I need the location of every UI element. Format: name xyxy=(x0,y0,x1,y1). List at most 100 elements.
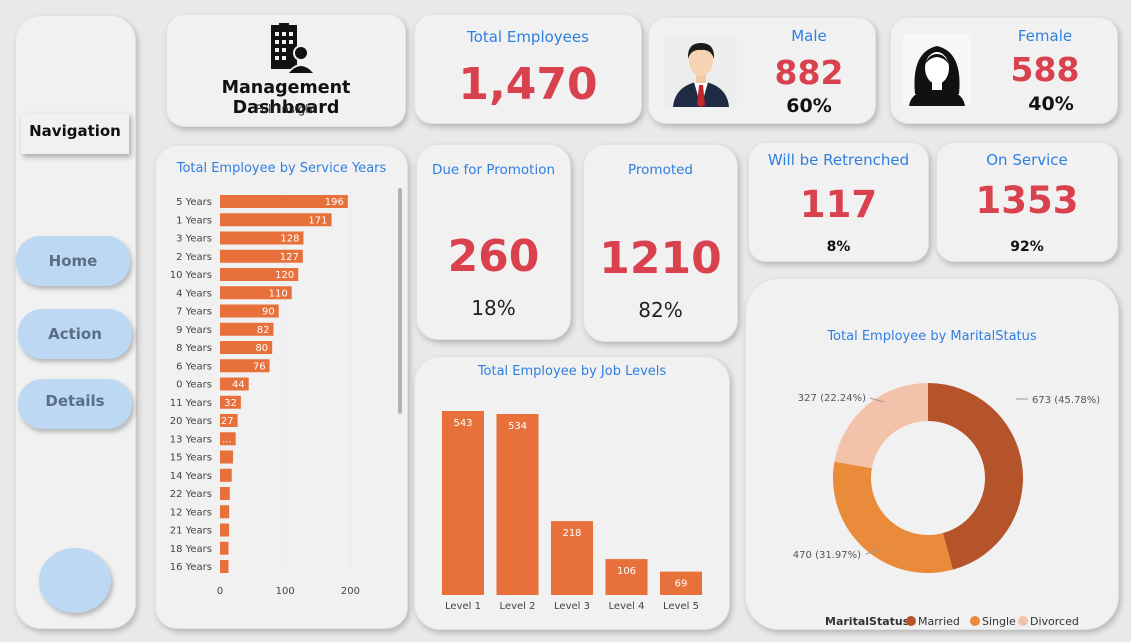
job-levels-bar-chart: 543 Level 1 534 Level 2 218 Level 3 106 Level 4… xyxy=(442,411,702,612)
donut-slice-single xyxy=(833,461,953,573)
navigation-label: Navigation xyxy=(21,113,129,154)
y-tick-label: 12 Years xyxy=(170,507,212,518)
on-service-label: On Service xyxy=(986,151,1068,169)
data-label: 27 xyxy=(221,416,234,427)
total-employees-label: Total Employees xyxy=(467,28,589,46)
y-tick-label: 22 Years xyxy=(170,489,212,500)
bar xyxy=(442,411,484,595)
bar xyxy=(660,571,702,595)
y-tick-label: 16 Years xyxy=(170,562,212,573)
bar xyxy=(220,268,299,281)
on-service-percent: 92% xyxy=(1010,239,1044,255)
data-label: 82 xyxy=(257,325,270,336)
data-label: 673 (45.78%) xyxy=(1032,395,1100,406)
building-person-icon xyxy=(269,23,317,79)
y-tick-label: 2 Years xyxy=(176,252,212,263)
data-label: 543 xyxy=(453,418,472,429)
job-levels-chart-title: Total Employee by Job Levels xyxy=(477,364,667,379)
female-card: Female 588 40% xyxy=(890,17,1118,124)
retrenched-percent: 8% xyxy=(826,239,851,255)
y-tick-label: 7 Years xyxy=(176,307,212,318)
retrenched-card: Will be Retrenched 117 8% xyxy=(748,142,929,262)
male-percent: 60% xyxy=(786,95,832,117)
data-label: 90 xyxy=(262,307,275,318)
due-promotion-label: Due for Promotion xyxy=(431,162,556,178)
bar xyxy=(220,523,230,537)
service-years-scrollbar[interactable] xyxy=(398,188,402,414)
y-tick-label: 3 Years xyxy=(176,234,212,245)
x-tick-label: Level 3 xyxy=(554,601,590,612)
x-tick-label: Level 1 xyxy=(445,601,481,612)
bar xyxy=(220,231,304,245)
data-label: 218 xyxy=(562,528,581,539)
bar xyxy=(220,322,274,336)
y-tick-label: 1 Years xyxy=(176,215,212,226)
bar xyxy=(220,249,303,263)
legend-label: Married xyxy=(918,615,960,628)
data-label: 171 xyxy=(308,215,327,226)
promoted-label: Promoted xyxy=(628,162,693,178)
bar xyxy=(220,395,241,409)
legend-marker-divorced xyxy=(1018,616,1028,626)
total-employees-card: Total Employees 1,470 xyxy=(414,14,642,124)
bar xyxy=(220,195,348,208)
data-label: 196 xyxy=(325,197,344,208)
promoted-percent: 82% xyxy=(638,298,683,322)
male-value: 882 xyxy=(774,53,844,92)
data-label: 44 xyxy=(232,380,245,391)
y-tick-label: 0 Years xyxy=(176,380,212,391)
bar xyxy=(220,560,229,573)
legend-title: MaritalStatus xyxy=(825,615,910,628)
bar xyxy=(220,304,279,318)
data-label: 327 (22.24%) xyxy=(798,393,866,404)
y-tick-label: 9 Years xyxy=(176,325,212,336)
male-card: Male 882 60% xyxy=(648,17,876,124)
bar xyxy=(496,414,539,595)
action-button[interactable]: Action xyxy=(18,309,132,359)
home-button[interactable]: Home xyxy=(16,236,130,286)
data-label: 534 xyxy=(508,421,527,432)
y-tick-label: 11 Years xyxy=(170,398,212,409)
data-label: ... xyxy=(222,434,232,445)
due-promotion-value: 260 xyxy=(447,231,540,282)
details-button[interactable]: Details xyxy=(18,379,132,429)
bar xyxy=(220,286,292,300)
y-tick-label: 5 Years xyxy=(176,197,212,208)
marital-status-chart-title: Total Employee by MaritalStatus xyxy=(827,329,1037,344)
y-tick-label: 4 Years xyxy=(176,288,212,299)
data-label: 80 xyxy=(255,343,268,354)
data-label: 127 xyxy=(280,252,299,263)
marital-status-chart-card: Total Employee by MaritalStatus 673 (45.… xyxy=(745,278,1119,630)
male-avatar-icon xyxy=(665,35,737,111)
female-value: 588 xyxy=(1010,50,1080,89)
service-years-bar-chart: 5 Years 196 1 Years 171 3 Years 128 2 Years 127… xyxy=(170,188,360,597)
service-years-chart-card: Total Employee by Service Years 5 Years 1… xyxy=(155,145,408,629)
page-subtitle: Full Insight xyxy=(254,102,318,116)
service-years-chart-title: Total Employee by Service Years xyxy=(176,161,387,176)
total-employees-value: 1,470 xyxy=(458,59,598,110)
job-levels-chart-card: Total Employee by Job Levels 543 Level 1 5… xyxy=(414,356,730,630)
data-label: 69 xyxy=(675,579,688,590)
bar xyxy=(220,414,238,427)
bar xyxy=(220,359,270,373)
bar xyxy=(220,468,232,482)
page-title: Management Dashboard xyxy=(221,78,351,118)
on-service-card: On Service 1353 92% xyxy=(936,142,1118,262)
bar xyxy=(605,559,648,595)
bar xyxy=(220,341,273,354)
bar xyxy=(220,213,332,227)
donut-slice-divorced xyxy=(834,383,928,469)
female-label: Female xyxy=(1017,27,1073,45)
due-promotion-card: Due for Promotion 260 18% xyxy=(416,144,571,340)
data-label: 128 xyxy=(280,234,299,245)
marital-status-donut-chart: 673 (45.78%) 470 (31.97%) 327 (22.24%) Mari… xyxy=(793,383,1100,628)
header-card: Management Dashboard Full Insight xyxy=(166,14,406,127)
x-tick-label: Level 2 xyxy=(500,601,536,612)
round-nav-button[interactable] xyxy=(39,548,111,613)
legend-label: Divorced xyxy=(1030,615,1079,628)
data-label: 470 (31.97%) xyxy=(793,550,861,561)
y-tick-label: 10 Years xyxy=(170,270,212,281)
data-label: 110 xyxy=(269,288,288,299)
y-tick-label: 14 Years xyxy=(170,471,212,482)
promoted-value: 1210 xyxy=(599,233,722,284)
